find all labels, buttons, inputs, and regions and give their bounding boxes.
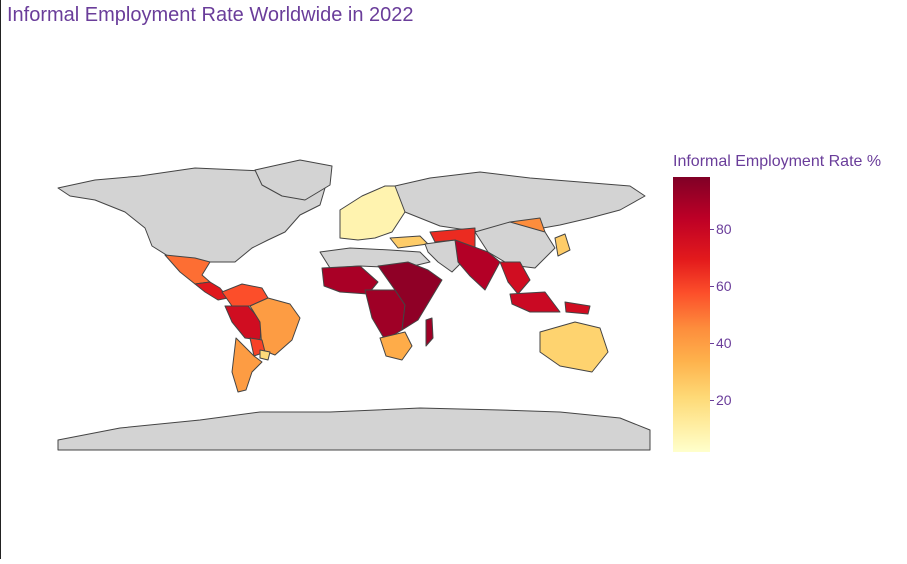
region-southeast-asia[interactable]: Southeast Asia [499,261,531,295]
region-antarctica[interactable]: Antarctica [57,407,651,451]
colorbar-title: Informal Employment Rate % [673,153,882,170]
region-central-africa[interactable]: Central Africa [364,289,406,341]
region-southern-africa[interactable]: Southern Africa [379,331,413,361]
region-greenland[interactable]: Greenland [254,159,333,201]
colorbar-tick-label: 80 [716,220,732,237]
region-europe[interactable]: Europe [339,185,406,241]
region-turkey[interactable]: Turkey [389,235,429,249]
region-madagascar[interactable]: Madagascar [425,317,434,347]
left-border [0,0,1,559]
colorbar-tick-mark [710,400,714,402]
colorbar-tick-mark [710,343,714,345]
region-argentina-chile[interactable]: Argentina-Chile [231,337,263,393]
region-central-america[interactable]: Central America [194,281,229,301]
region-china[interactable]: China [474,221,556,269]
region-indonesia[interactable]: Indonesia [509,291,561,313]
region-papua-new-guinea[interactable]: Papua New Guinea [564,301,591,315]
colorbar-tick-mark [710,228,714,230]
colorbar [673,177,710,452]
region-russia[interactable]: Russia [394,171,646,233]
region-south-asia[interactable]: South Asia [454,239,501,291]
colorbar-tick-label: 40 [716,335,732,352]
region-north-america[interactable]: North America [57,167,326,263]
colorbar-tick-mark [710,285,714,287]
region-east-africa[interactable]: East Africa [377,261,443,331]
page-title: Informal Employment Rate Worldwide in 20… [7,4,414,26]
region-japan-korea[interactable]: Japan-Korea [554,233,571,257]
colorbar-tick-label: 60 [716,277,732,294]
region-uruguay[interactable]: Uruguay [259,349,271,361]
region-australia[interactable]: Australia [539,321,609,373]
colorbar-tick-label: 20 [716,392,732,409]
region-mexico[interactable]: Mexico [164,254,211,285]
